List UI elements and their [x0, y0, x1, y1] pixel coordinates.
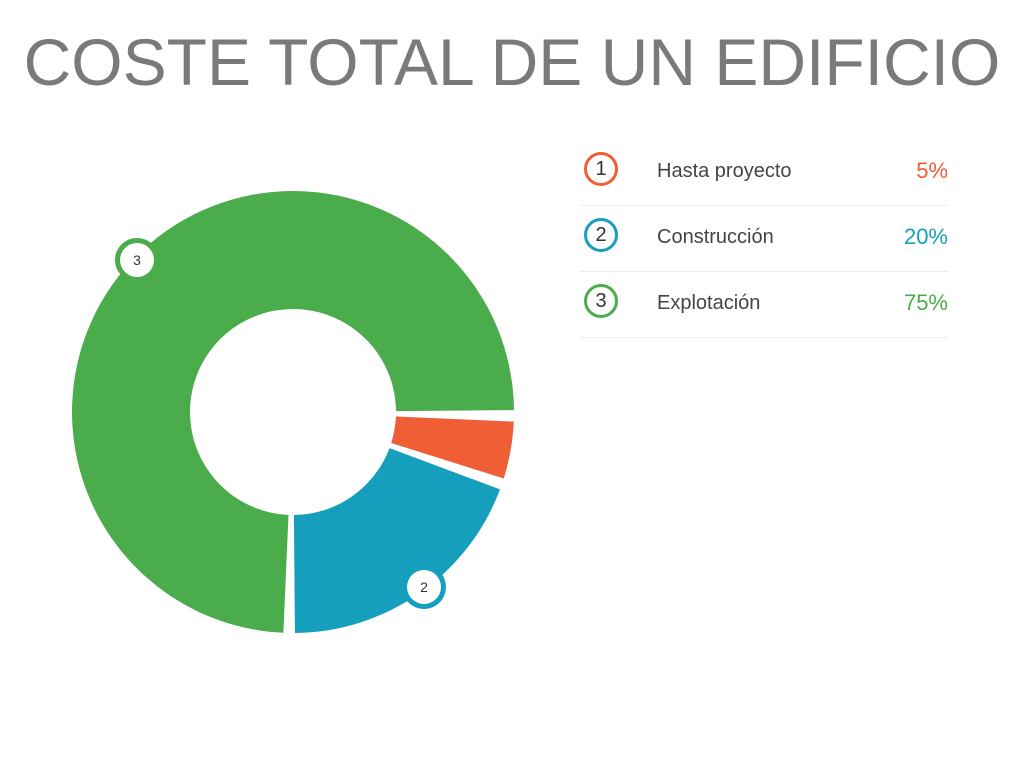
legend-marker-2: 2 [584, 218, 618, 252]
legend-item-3: 3 Explotación 75% [580, 272, 948, 338]
legend-marker-1: 1 [584, 152, 618, 186]
slice-marker-3: 3 [115, 238, 159, 282]
donut-slice-3 [72, 191, 514, 633]
legend-value-3: 75% [903, 290, 948, 315]
slice-marker-label-2: 2 [420, 579, 428, 595]
legend-marker-3: 3 [584, 284, 618, 318]
legend-label-2: Construcción [657, 226, 774, 248]
legend-value-2: 20% [903, 224, 948, 249]
slice-marker-label-3: 3 [133, 252, 141, 268]
legend-label-3: Explotación [657, 292, 761, 314]
legend-value-1: 5% [916, 158, 948, 183]
donut-slice-2 [293, 448, 501, 633]
chart-title: COSTE TOTAL DE UN EDIFICIO [23, 25, 1001, 99]
legend-item-2: 2 Construcción 20% [580, 206, 948, 272]
donut-slice-1 [391, 416, 514, 479]
legend: 1 Hasta proyecto 5% 2 Construcción 20% 3… [580, 140, 948, 338]
legend-label-1: Hasta proyecto [657, 160, 792, 182]
legend-item-1: 1 Hasta proyecto 5% [580, 140, 948, 206]
slice-marker-2: 2 [402, 565, 446, 609]
